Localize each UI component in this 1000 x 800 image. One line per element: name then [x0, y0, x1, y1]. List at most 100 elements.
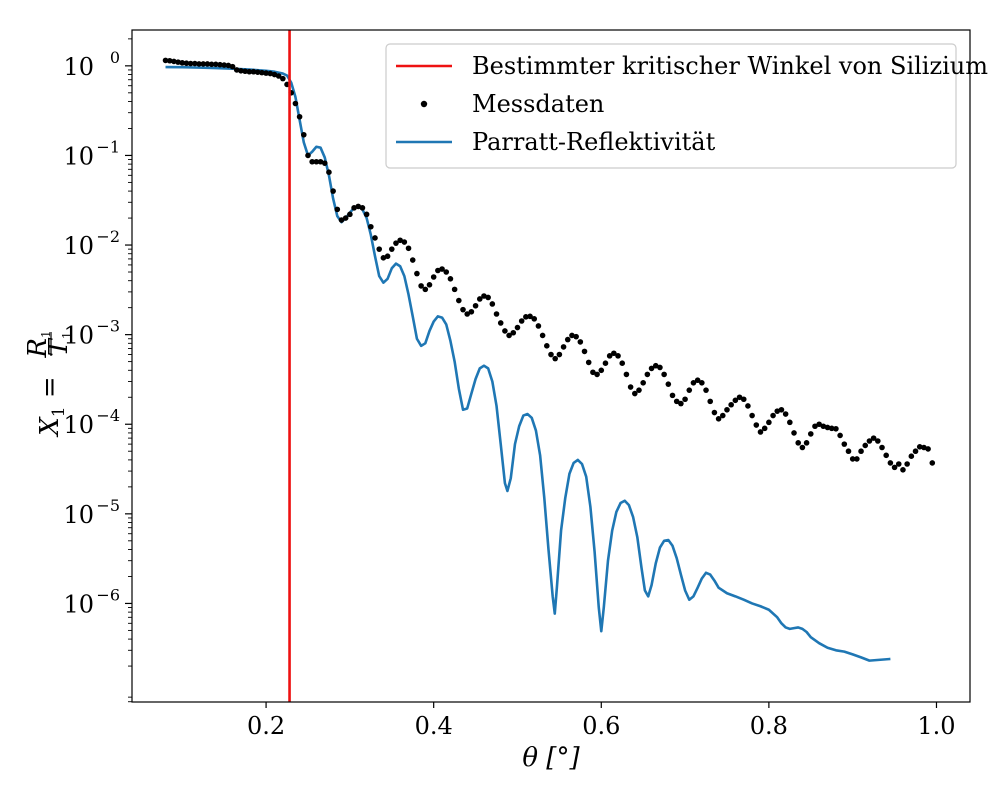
measured-point	[916, 444, 923, 450]
measured-point	[824, 424, 831, 431]
measured-point	[619, 360, 626, 367]
measured-point	[615, 353, 621, 359]
x-tick-label: 1.0	[917, 712, 955, 740]
measured-point	[573, 333, 579, 340]
y-axis-label-denominator: T1	[44, 332, 74, 357]
measured-point	[313, 158, 320, 165]
legend-critical-angle-label: Bestimmter kritischer Winkel von Siliziu…	[472, 52, 988, 80]
measured-point	[816, 421, 822, 428]
y-tick-label: 10	[63, 53, 94, 81]
y-tick-label: 10	[63, 322, 94, 350]
measured-point	[443, 269, 450, 275]
measured-point	[904, 461, 910, 467]
y-tick-exponent: −2	[96, 227, 120, 246]
measured-point	[669, 392, 676, 399]
y-axis-label-numerator: R1	[23, 330, 53, 358]
y-tick-label: 10	[63, 142, 94, 170]
measured-point	[719, 412, 726, 419]
measured-point	[497, 320, 504, 326]
measured-point	[875, 438, 881, 444]
measured-point	[715, 416, 722, 422]
measured-point	[384, 253, 391, 260]
measured-point	[451, 286, 458, 293]
measured-point	[485, 294, 491, 301]
y-tick-exponent: −6	[96, 585, 120, 604]
measured-point	[812, 423, 818, 430]
measured-point	[900, 467, 906, 473]
measured-point	[397, 237, 403, 244]
y-tick-exponent: 0	[110, 48, 120, 67]
measured-point	[300, 131, 307, 138]
measured-point	[472, 302, 479, 309]
y-tick-label: 10	[63, 232, 94, 260]
measured-point	[326, 169, 332, 175]
measured-point	[866, 438, 873, 444]
measured-point	[854, 456, 860, 462]
measured-point	[925, 446, 931, 452]
measured-point	[376, 246, 383, 252]
legend-box	[385, 43, 957, 169]
measured-point	[791, 430, 797, 436]
measured-point	[778, 406, 785, 413]
measured-point	[430, 274, 437, 280]
legend-measured-label: Messdaten	[472, 90, 604, 118]
measured-point	[254, 69, 261, 75]
measured-point	[518, 318, 525, 324]
measured-point	[493, 311, 500, 317]
measured-point	[590, 369, 596, 376]
measured-point	[305, 152, 311, 159]
y-tick-exponent: −1	[96, 137, 120, 156]
measured-point	[627, 384, 634, 390]
measured-point	[238, 68, 244, 74]
measured-point	[510, 329, 517, 336]
measured-point	[640, 380, 646, 386]
measured-point	[862, 442, 869, 449]
measured-point	[414, 270, 420, 277]
measured-point	[460, 306, 466, 313]
measured-point	[598, 367, 605, 374]
measured-point	[179, 60, 186, 66]
measured-point	[694, 377, 701, 384]
measured-point	[267, 70, 274, 77]
measured-point	[263, 70, 269, 76]
measured-point	[342, 215, 349, 221]
measured-point	[887, 460, 894, 466]
measured-point	[728, 401, 734, 408]
measured-point	[673, 398, 680, 405]
measured-point	[439, 266, 445, 272]
measured-point	[422, 286, 429, 293]
measured-point	[912, 448, 919, 455]
measured-point	[468, 308, 475, 315]
y-tick-label: 10	[63, 501, 94, 529]
measured-point	[330, 188, 336, 194]
measured-point	[711, 409, 718, 416]
measured-point	[879, 444, 885, 451]
measured-point	[372, 235, 378, 241]
measured-point	[183, 60, 190, 67]
measured-point	[309, 158, 315, 165]
measured-point	[736, 394, 743, 401]
measured-point	[217, 61, 223, 68]
measured-point	[338, 217, 345, 223]
measured-point	[749, 412, 755, 419]
measured-point	[539, 332, 546, 339]
measured-point	[724, 406, 730, 413]
measured-point	[363, 211, 370, 218]
legend: Bestimmter kritischer Winkel von Siliziu…	[385, 43, 988, 169]
measured-point	[782, 411, 789, 417]
x-axis-label: θ [°]	[522, 743, 580, 773]
measured-point	[334, 206, 341, 213]
measured-point	[292, 100, 299, 107]
measured-point	[849, 456, 856, 462]
measured-point	[623, 371, 630, 378]
measured-point	[661, 371, 667, 378]
measured-point	[770, 412, 776, 419]
measured-point	[359, 205, 366, 211]
measured-point	[707, 398, 714, 405]
measured-point	[242, 68, 248, 75]
measured-point	[761, 425, 768, 432]
measured-point	[606, 353, 613, 359]
measured-point	[556, 351, 563, 358]
